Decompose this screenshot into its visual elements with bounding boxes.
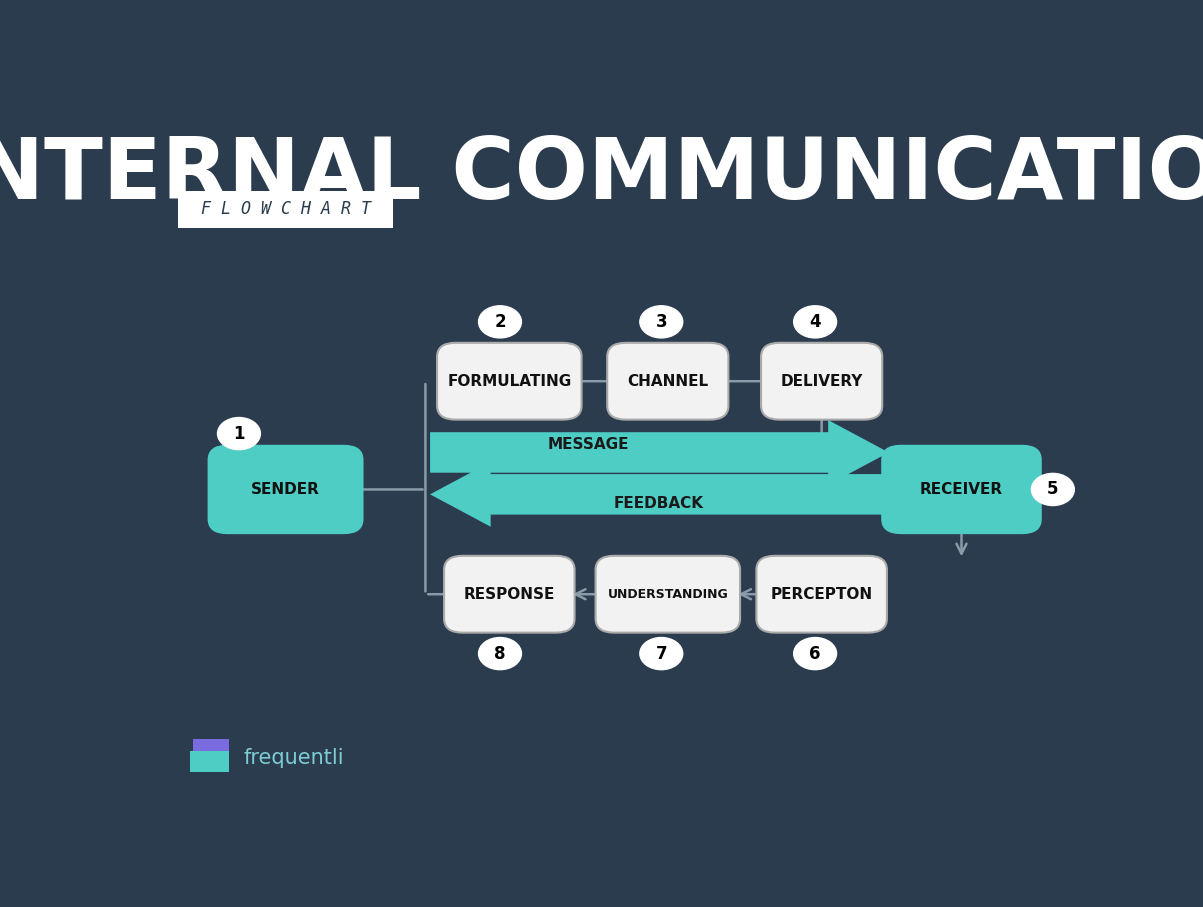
Text: frequentli: frequentli — [243, 748, 344, 768]
Circle shape — [218, 417, 260, 450]
Text: FORMULATING: FORMULATING — [448, 374, 571, 389]
FancyBboxPatch shape — [178, 191, 392, 228]
FancyBboxPatch shape — [595, 556, 740, 633]
Circle shape — [640, 306, 683, 338]
Text: FEEDBACK: FEEDBACK — [614, 496, 704, 511]
Text: SENDER: SENDER — [251, 482, 320, 497]
Text: RESPONSE: RESPONSE — [463, 587, 555, 601]
Text: RECEIVER: RECEIVER — [920, 482, 1003, 497]
Text: DELIVERY: DELIVERY — [781, 374, 863, 389]
FancyBboxPatch shape — [761, 343, 882, 420]
Text: MESSAGE: MESSAGE — [547, 436, 629, 452]
Text: INTERNAL COMMUNICATION: INTERNAL COMMUNICATION — [0, 133, 1203, 217]
Text: PERCEPTON: PERCEPTON — [771, 587, 872, 601]
Circle shape — [1031, 473, 1074, 505]
FancyBboxPatch shape — [194, 739, 229, 760]
FancyBboxPatch shape — [437, 343, 581, 420]
Text: 8: 8 — [494, 645, 505, 663]
Text: 6: 6 — [810, 645, 820, 663]
Circle shape — [479, 306, 521, 338]
Text: UNDERSTANDING: UNDERSTANDING — [608, 588, 728, 600]
Polygon shape — [431, 420, 889, 485]
Circle shape — [794, 306, 836, 338]
Text: 1: 1 — [233, 424, 244, 443]
FancyBboxPatch shape — [190, 751, 229, 773]
Circle shape — [479, 638, 521, 669]
FancyBboxPatch shape — [608, 343, 729, 420]
Circle shape — [794, 638, 836, 669]
Text: 2: 2 — [494, 313, 505, 331]
Polygon shape — [431, 462, 889, 527]
FancyBboxPatch shape — [757, 556, 887, 633]
Text: CHANNEL: CHANNEL — [627, 374, 709, 389]
FancyBboxPatch shape — [208, 446, 362, 533]
FancyBboxPatch shape — [444, 556, 575, 633]
FancyBboxPatch shape — [882, 446, 1041, 533]
Text: F L O W C H A R T: F L O W C H A R T — [201, 200, 371, 219]
Text: 4: 4 — [810, 313, 820, 331]
Text: 7: 7 — [656, 645, 668, 663]
Text: 5: 5 — [1047, 481, 1059, 499]
Circle shape — [640, 638, 683, 669]
Text: 3: 3 — [656, 313, 668, 331]
